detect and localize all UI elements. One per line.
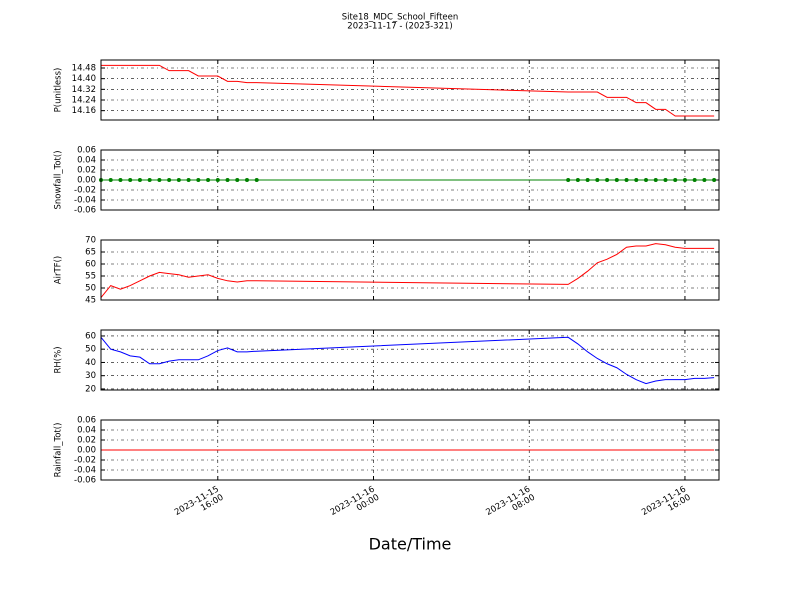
data-point — [702, 178, 707, 182]
x-tick-label: 2023-11-1516:00 — [173, 484, 225, 525]
plot-frame — [100, 59, 720, 121]
data-line — [100, 336, 715, 385]
y-tick-label: 55 — [85, 272, 96, 282]
data-point — [663, 178, 668, 182]
plot-frame — [100, 329, 720, 391]
chart-subtitle: 2023-11-17 - (2023-321) — [347, 22, 452, 32]
data-point — [634, 178, 639, 182]
y-tick-label: 0.00 — [77, 176, 96, 186]
x-tick-label: 2023-11-1608:00 — [484, 484, 536, 525]
data-point — [614, 178, 619, 182]
data-point — [566, 178, 571, 182]
y-tick-label: 60 — [85, 260, 96, 270]
y-tick-label: 60 — [85, 331, 96, 341]
data-point — [108, 178, 113, 182]
data-point — [137, 178, 142, 182]
y-tick-label: 14.16 — [72, 106, 96, 116]
y-tick-label: 14.32 — [72, 85, 96, 95]
y-tick-label: 0.02 — [77, 436, 96, 446]
data-point — [644, 178, 649, 182]
data-point — [157, 178, 162, 182]
x-tick-label: 2023-11-1600:00 — [328, 484, 380, 525]
y-axis-label: P(unitless) — [54, 68, 64, 113]
data-line — [100, 243, 715, 298]
y-axis-label: RH(%) — [54, 346, 64, 373]
y-tick-label: 14.40 — [72, 74, 96, 84]
y-tick-label: -0.06 — [74, 206, 96, 216]
chart-title: Site18_MDC_School_Fifteen — [342, 13, 459, 23]
data-point — [196, 178, 201, 182]
data-point — [147, 178, 152, 182]
y-tick-label: 0.02 — [77, 166, 96, 176]
y-tick-label: -0.02 — [74, 186, 96, 196]
data-point — [673, 178, 678, 182]
y-axis-label: Rainfall_Tot() — [54, 423, 64, 478]
plot-frame — [100, 239, 720, 301]
y-tick-label: 50 — [85, 345, 96, 355]
data-point — [225, 178, 230, 182]
y-axis-label: Snowfall_Tot() — [54, 150, 64, 209]
data-point — [254, 178, 259, 182]
data-point — [653, 178, 658, 182]
y-tick-label: 0.04 — [77, 426, 96, 436]
data-point — [595, 178, 600, 182]
y-tick-label: 14.24 — [72, 96, 96, 106]
data-point — [585, 178, 590, 182]
y-tick-label: 0.04 — [77, 156, 96, 166]
y-axis-label: AirTF() — [54, 256, 64, 284]
y-tick-label: 0.06 — [77, 416, 96, 426]
data-line — [101, 64, 715, 117]
y-tick-label: 30 — [85, 371, 96, 381]
y-tick-label: -0.06 — [74, 476, 96, 486]
data-point — [167, 178, 172, 182]
y-tick-label: -0.02 — [74, 456, 96, 466]
data-point — [128, 178, 133, 182]
y-tick-label: 40 — [85, 358, 96, 368]
data-point — [244, 178, 249, 182]
data-point — [206, 178, 211, 182]
data-point — [215, 178, 220, 182]
plot-frame — [100, 419, 720, 481]
y-tick-label: 20 — [85, 384, 96, 394]
data-point — [118, 178, 123, 182]
y-tick-label: 45 — [85, 296, 96, 306]
y-tick-label: 0.06 — [77, 146, 96, 156]
y-tick-label: 65 — [85, 248, 96, 258]
y-tick-label: -0.04 — [74, 196, 96, 206]
y-tick-label: 14.48 — [72, 64, 96, 74]
y-tick-label: 0.00 — [77, 446, 96, 456]
data-point — [235, 178, 240, 182]
data-point — [692, 178, 697, 182]
data-point — [186, 178, 191, 182]
data-point — [176, 178, 181, 182]
data-point — [575, 178, 580, 182]
y-tick-label: 70 — [85, 236, 96, 246]
plot-frame — [100, 149, 720, 211]
x-tick-label: 2023-11-1616:00 — [640, 484, 692, 525]
data-point — [682, 178, 687, 182]
data-point — [624, 178, 629, 182]
y-tick-label: 50 — [85, 284, 96, 294]
x-axis-label: Date/Time — [369, 535, 452, 554]
y-tick-label: -0.04 — [74, 466, 96, 476]
data-point — [605, 178, 610, 182]
data-point — [712, 178, 717, 182]
